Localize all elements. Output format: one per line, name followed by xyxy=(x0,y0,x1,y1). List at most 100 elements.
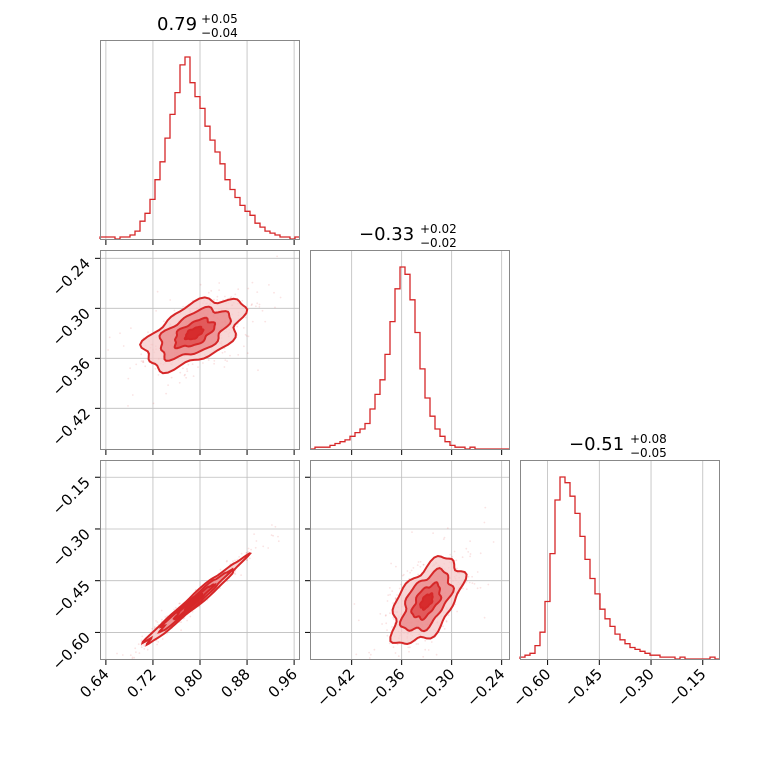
sample-point xyxy=(191,610,194,613)
sample-point xyxy=(122,345,125,347)
sample-point xyxy=(467,575,470,578)
sample-point xyxy=(248,557,251,560)
panel-frame-2-2 xyxy=(520,460,720,660)
sample-point xyxy=(216,299,219,301)
histogram-bin xyxy=(570,496,575,659)
contour-layer xyxy=(138,296,468,647)
sample-point xyxy=(384,614,387,617)
panel-frame-0-0 xyxy=(100,40,300,240)
sample-point xyxy=(180,621,183,623)
sample-point xyxy=(241,299,244,302)
sample-point xyxy=(443,536,446,539)
sample-point xyxy=(388,642,391,645)
sample-point xyxy=(473,583,476,585)
sample-point xyxy=(151,627,154,630)
sample-point xyxy=(221,351,224,354)
histogram-bin xyxy=(260,227,265,239)
sample-point xyxy=(189,615,192,618)
grid-2-0 xyxy=(100,460,300,660)
histogram-bin xyxy=(230,190,235,240)
histogram-bin xyxy=(530,653,535,659)
contours-2-1 xyxy=(389,554,468,646)
sample-point xyxy=(142,361,145,363)
sample-point xyxy=(180,629,183,632)
sample-point xyxy=(186,619,189,622)
sample-point xyxy=(469,540,471,543)
histogram-bin xyxy=(135,231,140,239)
sample-point xyxy=(140,353,143,356)
histogram-bin xyxy=(345,440,350,449)
sample-point xyxy=(199,283,202,286)
histogram-bin xyxy=(440,436,445,449)
histogram-bin xyxy=(535,646,540,659)
x-tick-label: 0.80 xyxy=(170,665,206,701)
histogram-bin xyxy=(605,619,610,659)
histogram-bin xyxy=(190,83,195,239)
sample-point xyxy=(234,293,237,296)
sample-point xyxy=(270,534,273,536)
histogram-bin xyxy=(625,644,630,659)
sample-point xyxy=(143,645,146,648)
sample-point xyxy=(134,647,137,650)
histogram-bin xyxy=(575,513,580,659)
histogram-bin xyxy=(640,651,645,659)
histogram-bin xyxy=(185,57,190,239)
sample-point xyxy=(179,371,182,374)
sample-point xyxy=(247,335,250,338)
sample-point xyxy=(258,306,261,308)
sample-point xyxy=(174,606,177,609)
sample-point xyxy=(161,618,163,621)
histogram-bin xyxy=(540,632,545,659)
histogram-step-line xyxy=(519,476,720,660)
histogram-2 xyxy=(519,476,720,660)
y-tick-label: −0.30 xyxy=(49,304,94,349)
sample-point xyxy=(416,564,419,566)
sample-point xyxy=(240,574,243,576)
sample-point xyxy=(469,553,472,555)
sample-point xyxy=(262,545,265,548)
y-tick-label: −0.45 xyxy=(49,577,94,622)
sample-point xyxy=(146,648,149,651)
sample-point xyxy=(422,655,425,658)
histogram-bin xyxy=(165,138,170,239)
sample-point xyxy=(157,374,160,376)
sample-point xyxy=(410,569,413,572)
sample-point xyxy=(417,561,420,563)
sample-point xyxy=(399,583,402,586)
sample-point xyxy=(107,349,109,351)
sample-point xyxy=(479,586,482,589)
histogram-bin xyxy=(355,433,360,449)
sample-point xyxy=(407,646,410,649)
histogram-bin xyxy=(580,536,585,659)
sample-point xyxy=(152,402,155,405)
histogram-bin xyxy=(270,233,275,239)
sample-point xyxy=(246,559,249,561)
sample-point xyxy=(476,587,479,590)
sample-point xyxy=(240,552,243,555)
sample-point xyxy=(166,632,168,635)
sample-point xyxy=(213,360,216,362)
sample-point xyxy=(427,649,430,651)
sample-point xyxy=(279,296,282,299)
sample-point xyxy=(154,367,157,370)
histogram-bin xyxy=(365,424,370,450)
sample-point xyxy=(469,555,471,558)
sample-point xyxy=(442,538,445,540)
sample-point xyxy=(135,651,137,654)
sample-point xyxy=(276,255,278,258)
sample-point xyxy=(255,305,257,308)
sample-point xyxy=(373,648,376,651)
histogram-bin xyxy=(410,300,415,449)
sample-point xyxy=(392,646,395,649)
sample-point xyxy=(245,552,248,554)
grid-1-1 xyxy=(351,250,503,450)
sample-point xyxy=(226,360,229,362)
sample-point xyxy=(186,370,189,373)
histogram-bin xyxy=(445,442,450,449)
sample-point xyxy=(138,652,141,654)
sample-point xyxy=(483,616,486,619)
sample-point xyxy=(487,583,490,586)
sample-point xyxy=(191,363,194,365)
histogram-bin xyxy=(360,429,365,449)
